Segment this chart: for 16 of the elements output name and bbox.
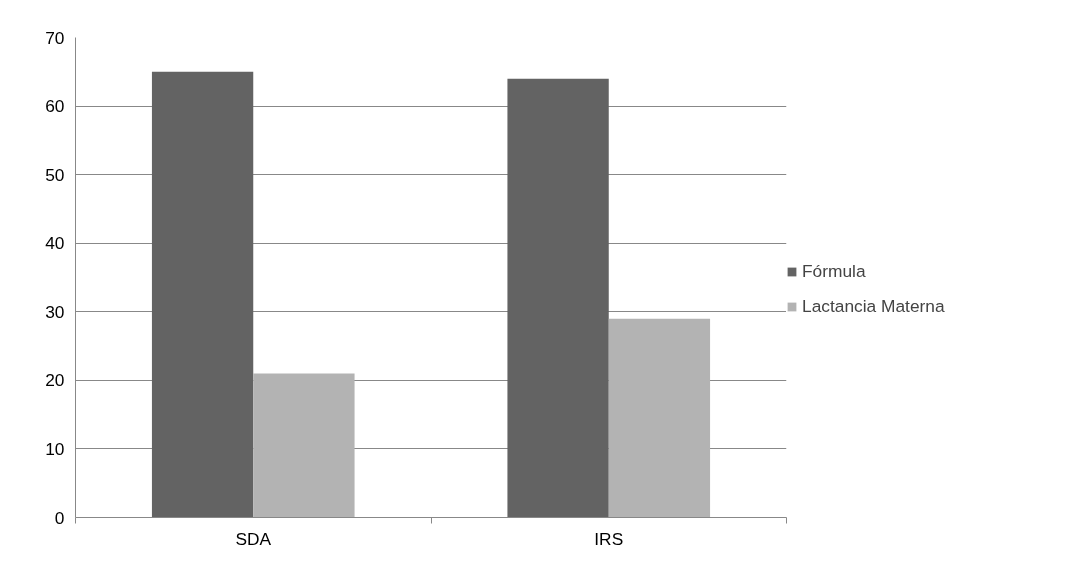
bar: [151, 71, 254, 518]
y-tick-label: 70: [45, 27, 65, 48]
x-tick-label: IRS: [594, 528, 624, 549]
y-tick-label: 20: [45, 370, 65, 391]
y-tick-label: 50: [45, 164, 65, 185]
bar: [507, 78, 609, 518]
y-tick-label: 60: [45, 96, 65, 117]
bar: [253, 373, 355, 518]
legend-label: Fórmula: [802, 261, 866, 282]
bar: [608, 318, 711, 518]
x-tick-label: SDA: [235, 528, 272, 549]
y-tick-label: 0: [54, 507, 65, 528]
y-tick-label: 40: [45, 233, 65, 254]
y-tick-label: 30: [45, 301, 65, 322]
y-tick-label: 10: [45, 438, 65, 459]
legend-label: Lactancia Materna: [802, 296, 945, 317]
